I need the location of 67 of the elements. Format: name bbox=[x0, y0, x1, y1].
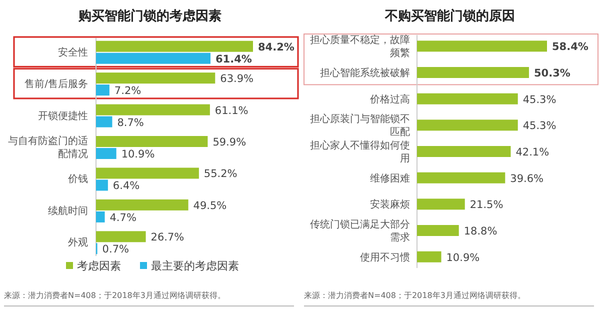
data-label: 59.9% bbox=[212, 136, 246, 148]
data-label: 42.1% bbox=[516, 146, 550, 158]
data-label: 55.2% bbox=[204, 168, 238, 180]
bar bbox=[417, 67, 529, 78]
bar bbox=[417, 146, 511, 157]
data-label: 18.8% bbox=[464, 226, 498, 238]
y-tick-label: 价格过高 bbox=[369, 93, 410, 106]
y-tick-label: 传统门锁已满足大部分需求 bbox=[310, 218, 410, 244]
bar bbox=[96, 148, 116, 159]
y-tick-label: 担心家人不懂得如何使用 bbox=[310, 140, 410, 164]
data-label: 61.1% bbox=[214, 104, 248, 117]
data-label: 10.9% bbox=[446, 252, 480, 264]
y-tick-label: 担心质量不稳定，故障频繁 bbox=[310, 34, 410, 60]
data-label: 21.5% bbox=[470, 199, 504, 212]
legend-label: 最主要的考虑因素 bbox=[151, 260, 239, 272]
bar bbox=[96, 168, 199, 179]
bar bbox=[417, 198, 465, 210]
data-label: 8.7% bbox=[117, 116, 144, 129]
data-label: 49.5% bbox=[193, 200, 227, 212]
data-label: 0.7% bbox=[102, 244, 130, 256]
chart-title: 购买智能门锁的考虑因素 bbox=[78, 8, 222, 24]
y-tick-label: 外观 bbox=[68, 238, 88, 249]
bar bbox=[417, 225, 459, 236]
y-tick-label: 售前/售后服务 bbox=[24, 78, 88, 90]
data-label: 45.3% bbox=[522, 120, 556, 132]
y-tick-label: 使用不习惯 bbox=[360, 251, 410, 264]
y-tick-label: 与自有防盗门的适配情况 bbox=[8, 135, 88, 160]
y-tick-label: 价钱 bbox=[67, 173, 88, 186]
data-label: 6.4% bbox=[112, 180, 140, 192]
y-tick-label: 安全性 bbox=[58, 46, 88, 58]
source-note: 来源：潜力消费者N=408；于2018年3月通过网络调研获得。 bbox=[4, 291, 226, 300]
bar bbox=[417, 251, 442, 262]
y-tick-label: 开锁便捷性 bbox=[38, 110, 88, 122]
bar bbox=[96, 72, 216, 84]
bar bbox=[417, 93, 518, 104]
y-tick-label: 担心原装门与智能锁不匹配 bbox=[310, 113, 410, 138]
data-label: 84.2% bbox=[258, 41, 295, 54]
data-label: 50.3% bbox=[534, 68, 571, 80]
bar bbox=[96, 84, 110, 96]
data-label: 7.2% bbox=[114, 85, 142, 98]
y-tick-label: 维修困难 bbox=[370, 172, 410, 184]
data-label: 26.7% bbox=[150, 232, 184, 244]
bar bbox=[96, 199, 188, 210]
legend-label: 考虑因素 bbox=[77, 260, 121, 272]
bar bbox=[96, 40, 253, 52]
data-label: 4.7% bbox=[110, 212, 136, 224]
data-label: 39.6% bbox=[510, 172, 544, 185]
bar bbox=[96, 231, 146, 242]
bar bbox=[96, 211, 105, 222]
chart-title: 不购买智能门锁的原因 bbox=[384, 8, 515, 24]
data-label: 61.4% bbox=[215, 53, 252, 66]
data-label: 58.4% bbox=[552, 41, 589, 54]
y-tick-label: 安装麻烦 bbox=[370, 198, 410, 211]
bar bbox=[417, 120, 518, 131]
y-tick-label: 续航时间 bbox=[48, 204, 88, 217]
source-note: 来源：潜力消费者N=408；于2018年3月通过网络调研获得。 bbox=[304, 291, 526, 300]
bar bbox=[96, 52, 210, 64]
bar bbox=[96, 180, 108, 191]
bar bbox=[96, 104, 210, 116]
bar bbox=[417, 40, 547, 52]
data-label: 10.9% bbox=[121, 148, 155, 160]
data-label: 45.3% bbox=[522, 94, 556, 106]
y-tick-label: 担心智能系统被破解 bbox=[320, 67, 410, 79]
data-label: 63.9% bbox=[220, 73, 254, 86]
bar bbox=[96, 136, 208, 147]
bar bbox=[96, 116, 112, 128]
bar bbox=[417, 172, 506, 184]
